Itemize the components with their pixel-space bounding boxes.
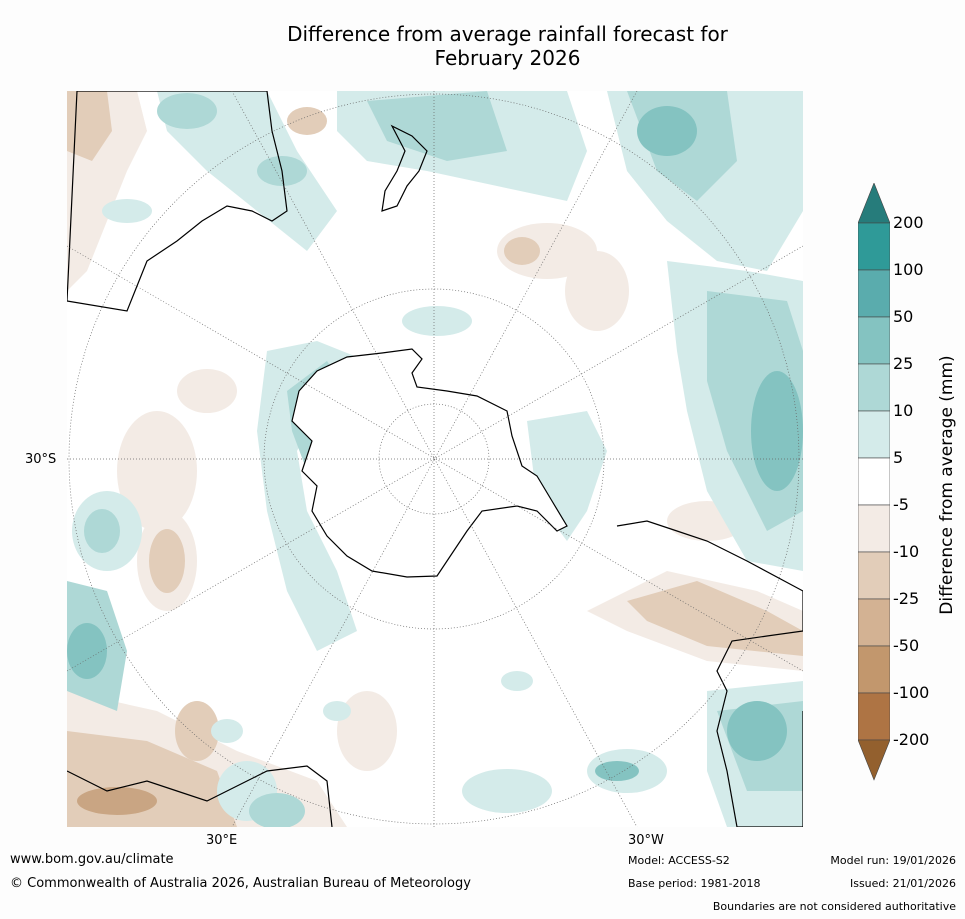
colorbar-segment (858, 363, 890, 412)
colorbar-tick-label: 25 (893, 354, 914, 373)
wet-anomaly-areas (67, 91, 803, 827)
title-line-2: February 2026 (434, 46, 581, 70)
colorbar-tick-label: 10 (893, 401, 914, 420)
colorbar-segment (858, 504, 890, 553)
south-america-coastline (616, 520, 803, 827)
colorbar-segment (858, 457, 890, 506)
lon-label-30w: 30°W (628, 833, 664, 848)
footer-issued: Issued: 21/01/2026 (849, 877, 956, 890)
colorbar-tick-label: 200 (893, 213, 924, 232)
colorbar-segment (858, 316, 890, 365)
footer-copyright: © Commonwealth of Australia 2026, Austra… (10, 876, 471, 891)
colorbar-tick-label: 50 (893, 307, 914, 326)
colorbar-segment (858, 645, 890, 694)
colorbar-segment (858, 598, 890, 647)
rainfall-map[interactable] (67, 91, 803, 827)
colorbar-segment (858, 410, 890, 459)
colorbar-tick-label: -100 (893, 683, 930, 702)
antarctica-coastline (291, 348, 568, 578)
new-zealand-coastline (381, 124, 428, 212)
footer-url[interactable]: www.bom.gov.au/climate (10, 852, 174, 867)
australia-coastline (67, 91, 288, 312)
colorbar-segment (858, 222, 890, 271)
colorbar-tick-label: 100 (893, 260, 924, 279)
colorbar (858, 183, 890, 781)
colorbar-segment (858, 551, 890, 600)
colorbar-tick-label: -5 (893, 495, 909, 514)
colorbar-over-triangle (858, 183, 890, 224)
footer-disclaimer: Boundaries are not considered authoritat… (712, 900, 956, 913)
colorbar-title: Difference from average (mm) (937, 355, 957, 615)
colorbar-tick-label: -10 (893, 542, 920, 561)
colorbar-segment (858, 269, 890, 318)
lat-label-30s: 30°S (25, 452, 57, 467)
footer-base-period: Base period: 1981-2018 (628, 877, 761, 890)
colorbar-tick-label: 5 (893, 448, 904, 467)
colorbar-tick-label: -50 (893, 636, 920, 655)
colorbar-under-triangle (858, 739, 890, 781)
footer-model: Model: ACCESS-S2 (628, 854, 730, 867)
colorbar-segment (858, 692, 890, 741)
footer-model-run: Model run: 19/01/2026 (830, 854, 956, 867)
colorbar-tick-label: -25 (893, 589, 920, 608)
lon-label-30e: 30°E (206, 833, 238, 848)
africa-coastline (67, 765, 333, 827)
colorbar-tick-label: -200 (893, 730, 930, 749)
graticule (67, 91, 803, 827)
map-title: Difference from average rainfall forecas… (230, 22, 785, 70)
title-line-1: Difference from average rainfall forecas… (287, 22, 728, 46)
